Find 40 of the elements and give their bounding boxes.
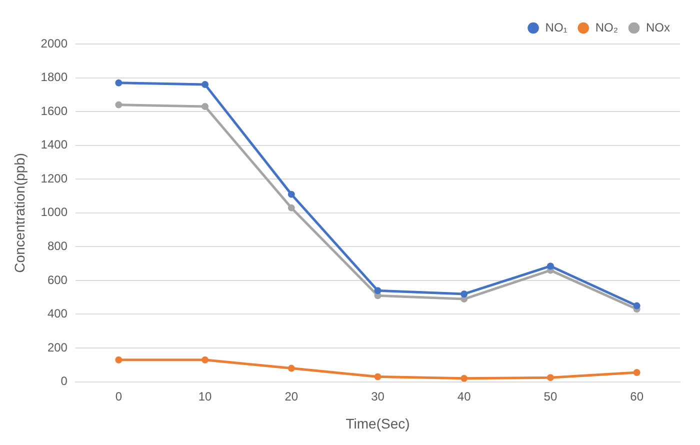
y-axis-title: Concentration(ppb): [11, 152, 28, 273]
legend-label: NO₂: [595, 20, 618, 34]
y-tick-label: 600: [47, 272, 68, 287]
y-tick-label: 1800: [40, 70, 68, 84]
point: [202, 356, 209, 364]
point: [374, 373, 382, 380]
point: [202, 102, 209, 110]
x-tick-label: 10: [198, 389, 212, 404]
x-tick-label: 50: [544, 389, 558, 404]
point: [202, 81, 209, 88]
x-tick-label: 30: [371, 389, 385, 404]
x-tick-label: 20: [284, 389, 298, 404]
point: [546, 374, 554, 382]
point: [288, 190, 295, 198]
point: [460, 374, 468, 382]
x-tick-label: 60: [630, 389, 644, 404]
point: [115, 79, 122, 86]
y-tick-label: 2000: [40, 36, 68, 50]
point: [633, 369, 640, 376]
y-tick-label: 200: [47, 340, 68, 354]
point: [374, 287, 382, 294]
point: [115, 101, 122, 108]
x-axis-title: Time(Sec): [346, 415, 410, 432]
point: [633, 302, 640, 310]
y-tick-label: 1600: [40, 104, 68, 118]
y-tick-label: 0: [60, 374, 68, 388]
x-tick-label: 0: [115, 389, 122, 404]
point: [288, 204, 295, 212]
legend-label: NOx: [646, 20, 670, 34]
y-tick-label: 400: [47, 306, 68, 321]
point: [288, 364, 295, 372]
y-tick-label: 800: [47, 238, 68, 253]
y-tick-label: 1000: [40, 205, 68, 220]
point: [546, 262, 554, 270]
legend-label: NO₁: [545, 20, 568, 34]
y-tick-label: 1400: [40, 138, 68, 152]
x-tick-label: 40: [457, 389, 472, 404]
point: [460, 290, 468, 298]
y-tick-label: 1200: [40, 171, 68, 186]
point: [115, 356, 122, 364]
